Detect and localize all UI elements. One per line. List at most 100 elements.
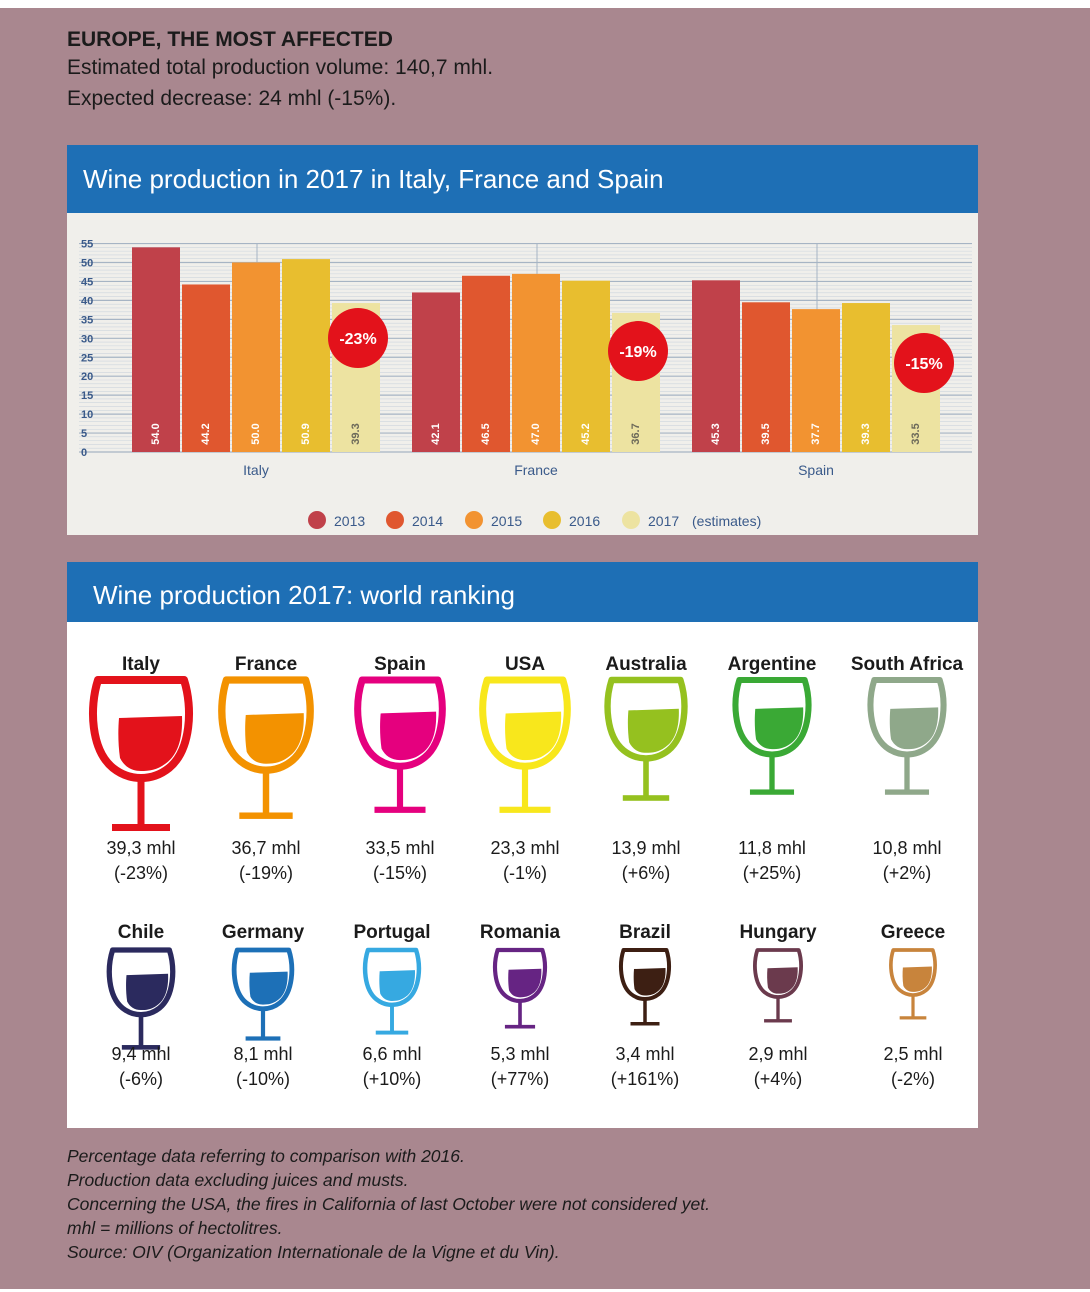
legend-swatch bbox=[622, 511, 640, 529]
change-percent: (+4%) bbox=[753, 1069, 803, 1089]
change-percent: (+2%) bbox=[882, 863, 932, 883]
wine-glass-icon bbox=[106, 947, 176, 1050]
glass-bowl bbox=[218, 676, 314, 774]
y-tick-label: 25 bbox=[81, 352, 93, 364]
y-tick-label: 5 bbox=[81, 428, 87, 440]
legend-label: 2013 bbox=[334, 513, 365, 529]
glass-bowl bbox=[889, 948, 937, 997]
footnote-line: mhl = millions of hectolitres. bbox=[67, 1218, 283, 1238]
glass-bowl bbox=[618, 948, 672, 1001]
glass-bowl bbox=[492, 947, 548, 1004]
change-percent: (-10%) bbox=[235, 1069, 290, 1089]
glass-bowl bbox=[732, 676, 812, 758]
glass-bowl bbox=[231, 947, 295, 1012]
change-percent: (+161%) bbox=[610, 1069, 680, 1089]
wine-glass-shape bbox=[618, 948, 672, 1026]
glass-wine bbox=[627, 708, 679, 753]
y-tick-label: 40 bbox=[81, 295, 93, 307]
change-percent: (+25%) bbox=[742, 863, 802, 883]
country-name: Romania bbox=[479, 922, 561, 943]
glass-wine bbox=[380, 711, 437, 761]
bar-chart-panel: 0 5 10 15 20 25 30 35 40 45 50 55 54.0 44.2 50.0 50.9 39… bbox=[67, 213, 978, 535]
bar-spain-2013 bbox=[692, 280, 740, 452]
ranking-panel-title: Wine production 2017: world ranking bbox=[67, 562, 978, 630]
wine-glass-icon bbox=[362, 947, 422, 1035]
change-badge bbox=[608, 321, 668, 381]
legend-swatch bbox=[543, 511, 561, 529]
y-tick-label: 35 bbox=[81, 314, 93, 326]
bar-value-label: 46.5 bbox=[480, 423, 492, 444]
production-value: 6,6 mhl bbox=[362, 1044, 422, 1064]
bar-france-2015 bbox=[512, 273, 560, 452]
bar-italy-2015 bbox=[232, 262, 280, 452]
footnote-line: Concerning the USA, the fires in Califor… bbox=[67, 1194, 710, 1214]
country-portugal: Portugal 6,6 mhl (+10%) bbox=[322, 922, 462, 1090]
x-category-label: Spain bbox=[798, 462, 834, 478]
y-tick-label: 0 bbox=[81, 447, 87, 459]
glass-base bbox=[884, 789, 930, 795]
bar-france-2013 bbox=[412, 292, 460, 452]
production-value: 23,3 mhl bbox=[490, 838, 560, 858]
country-germany: Germany 8,1 mhl (-10%) bbox=[193, 922, 333, 1090]
bar-value-label: 39.5 bbox=[760, 423, 772, 444]
wine-glass-shape bbox=[889, 948, 937, 1020]
footnote-line: Production data excluding juices and mus… bbox=[67, 1170, 409, 1190]
legend-swatch bbox=[308, 511, 326, 529]
glass-base bbox=[899, 1016, 927, 1020]
footnote-line: Source: OIV (Organization Internationale… bbox=[67, 1242, 560, 1262]
legend-label: 2017 bbox=[648, 513, 679, 529]
change-percent: (+6%) bbox=[621, 863, 671, 883]
wine-glass-icon bbox=[354, 676, 446, 813]
glass-stem bbox=[390, 1006, 394, 1032]
bar-value-label: 44.2 bbox=[200, 423, 212, 444]
country-south-africa: South Africa 10,8 mhl (+2%) bbox=[837, 654, 977, 884]
ranking-panel: Italy 39,3 mhl (-23%) France 36,7 mhl (-19%) S… bbox=[67, 622, 978, 1128]
country-name: Germany bbox=[221, 922, 305, 943]
y-tick-label: 20 bbox=[81, 371, 93, 383]
glass-stem bbox=[518, 1002, 522, 1026]
change-percent: (+77%) bbox=[490, 1069, 550, 1089]
glass-base bbox=[504, 1024, 536, 1029]
country-australia: Australia 13,9 mhl (+6%) bbox=[576, 654, 716, 884]
country-chile: Chile 9,4 mhl (-6%) bbox=[71, 922, 211, 1090]
country-name: France bbox=[234, 654, 298, 675]
country-name: Argentine bbox=[727, 654, 817, 675]
glass-base bbox=[630, 1022, 660, 1026]
glass-bowl bbox=[753, 948, 803, 999]
legend-label: 2014 bbox=[412, 513, 443, 529]
glass-stem bbox=[776, 998, 780, 1021]
glass-base bbox=[121, 1045, 161, 1050]
glass-wine bbox=[754, 707, 804, 750]
glass-stem bbox=[643, 760, 649, 797]
wine-glass-shape bbox=[354, 676, 446, 813]
production-value: 5,3 mhl bbox=[490, 1044, 550, 1064]
chart-panel-title: Wine production in 2017 in Italy, France… bbox=[67, 145, 978, 213]
wine-glass-shape bbox=[867, 676, 947, 795]
country-hungary: Hungary 2,9 mhl (+4%) bbox=[708, 922, 848, 1090]
wine-glass-icon bbox=[753, 948, 803, 1023]
glass-bowl bbox=[354, 676, 446, 770]
y-tick-label: 45 bbox=[81, 276, 93, 288]
change-percent: (-15%) bbox=[372, 863, 427, 883]
wine-glass-shape bbox=[732, 676, 812, 795]
country-name: Italy bbox=[121, 654, 161, 675]
wine-glass-icon bbox=[867, 676, 947, 795]
change-percent: (+10%) bbox=[362, 1069, 422, 1089]
expected-decrease-text: Expected decrease: 24 mhl (-15%). bbox=[67, 87, 397, 110]
country-name: Portugal bbox=[353, 922, 431, 943]
glass-wine bbox=[633, 968, 666, 996]
bar-value-label: 54.0 bbox=[150, 423, 162, 444]
bar-value-label: 37.7 bbox=[810, 423, 822, 444]
wine-glass-shape bbox=[218, 676, 314, 819]
x-category-label: France bbox=[514, 462, 558, 478]
glass-bowl bbox=[479, 676, 571, 770]
legend-suffix: (estimates) bbox=[692, 513, 761, 529]
glass-stem bbox=[904, 756, 910, 791]
glass-bowl bbox=[89, 676, 193, 782]
legend-label: 2016 bbox=[569, 513, 600, 529]
country-romania: Romania 5,3 mhl (+77%) bbox=[450, 922, 590, 1090]
production-value: 9,4 mhl bbox=[111, 1044, 171, 1064]
glass-wine bbox=[505, 711, 562, 761]
change-percent: (-1%) bbox=[503, 863, 547, 883]
glass-stem bbox=[138, 1016, 144, 1047]
